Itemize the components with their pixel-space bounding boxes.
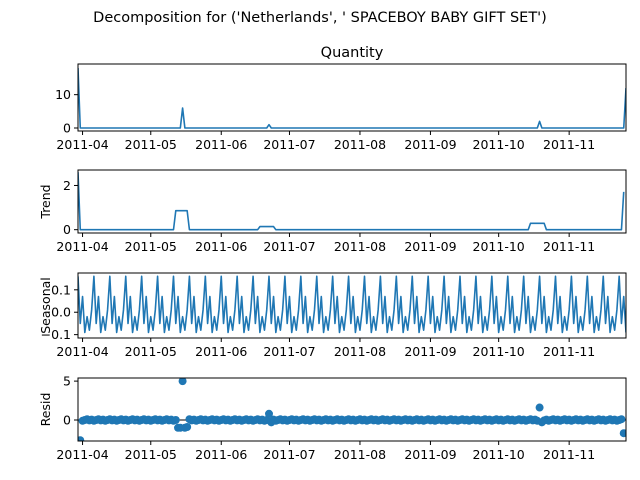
plot-area-2 [78,275,626,334]
x-tick-label: 2011-07 [263,137,315,152]
x-tick-label: 2011-06 [195,344,247,359]
y-axis-label: Seasonal [38,277,53,334]
plot-area-0 [78,67,626,129]
panel-title: Quantity [321,45,384,61]
y-tick-label: 5 [63,374,71,389]
y-tick-label: 2 [63,178,71,193]
resid-point [178,378,187,386]
resid-point [535,403,544,412]
x-tick-label: 2011-05 [125,239,177,254]
x-tick-label: 2011-08 [334,239,386,254]
resid-point [183,423,192,431]
x-tick-label: 2011-11 [543,137,595,152]
x-tick-label: 2011-07 [263,447,315,462]
seasonal-line [78,275,626,334]
x-tick-label: 2011-05 [125,137,177,152]
x-tick-label: 2011-07 [263,239,315,254]
axes-frame [77,63,627,132]
plot-area-3 [78,378,626,441]
y-tick-label: 0.0 [51,305,71,320]
resid-point [619,429,626,438]
panel-2: −0.1 0.0 0.1 2011-04 2011-05 2011-06 2011-07 20… [38,272,627,359]
axes-frame [77,272,627,339]
x-tick-label: 2011-11 [543,239,595,254]
series-line [78,67,626,129]
panel-1: 0 2 2011-04 2011-05 2011-06 2011-07 2011-08 201… [38,169,627,254]
x-tick-label: 2011-10 [473,137,525,152]
x-tick-label: 2011-11 [543,447,595,462]
x-tick-label: 2011-08 [334,137,386,152]
y-tick-label: −0.1 [41,327,71,342]
x-tick-label: 2011-09 [404,447,456,462]
y-tick-label: 10 [55,87,71,102]
x-tick-label: 2011-06 [195,447,247,462]
x-tick-label: 2011-09 [404,344,456,359]
x-tick-label: 2011-04 [56,239,108,254]
series-line [78,172,625,231]
y-tick-label: 0 [63,222,71,237]
x-tick-label: 2011-10 [473,239,525,254]
x-tick-label: 2011-09 [404,239,456,254]
panel-3: 0 5 2011-04 2011-05 2011-06 2011-07 2011-08 201… [38,374,627,462]
x-tick-label: 2011-05 [125,344,177,359]
figure-suptitle: Decomposition for ('Netherlands', ' SPAC… [93,10,547,26]
x-tick-label: 2011-10 [473,344,525,359]
y-axis-label: Resid [38,393,53,427]
y-axis-label: Trend [38,184,53,219]
x-tick-label: 2011-04 [56,447,108,462]
x-tick-label: 2011-06 [195,137,247,152]
x-tick-label: 2011-08 [334,344,386,359]
axes-frame [77,377,627,442]
x-tick-label: 2011-06 [195,239,247,254]
plot-area-1 [78,172,625,231]
y-tick-label: 0 [63,121,71,136]
x-tick-label: 2011-10 [473,447,525,462]
resid-point [171,416,180,424]
resid-point [617,415,626,424]
panel-0: 0 10 2011-04 2011-05 2011-06 2011-07 2011-08 20… [55,45,627,152]
resid-point [78,436,85,441]
resid-point [265,409,273,418]
x-tick-label: 2011-04 [56,344,108,359]
x-tick-label: 2011-09 [404,137,456,152]
axes-frame [77,169,627,234]
x-tick-label: 2011-08 [334,447,386,462]
x-tick-label: 2011-11 [543,344,595,359]
y-tick-label: 0.1 [51,282,71,297]
y-tick-label: 0 [63,413,71,428]
x-tick-label: 2011-07 [263,344,315,359]
x-tick-label: 2011-04 [56,137,108,152]
x-tick-label: 2011-05 [125,447,177,462]
